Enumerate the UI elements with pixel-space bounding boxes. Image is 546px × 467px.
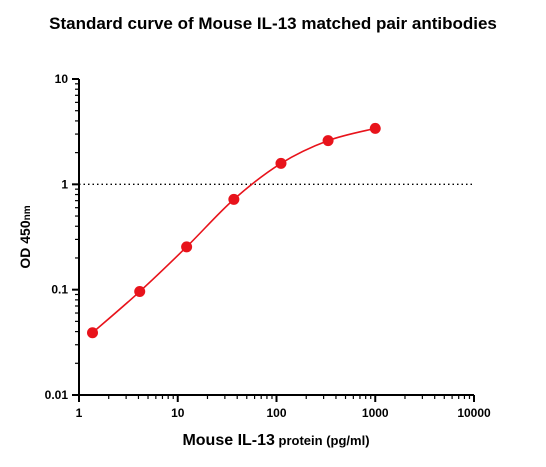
y-axis-title-main: OD 450 — [17, 220, 33, 268]
y-tick-label: 10 — [55, 72, 69, 86]
x-tick-label: 1000 — [362, 406, 389, 420]
data-point — [369, 122, 381, 134]
fit-curve-group — [91, 127, 376, 334]
y-tick-label: 0.1 — [51, 283, 68, 297]
x-tick-label: 1 — [76, 406, 83, 420]
chart-title: Standard curve of Mouse IL-13 matched pa… — [49, 14, 497, 33]
y-axis-title-suffix: nm — [22, 205, 33, 220]
x-axis-title: Mouse IL-13 protein (pg/ml) — [182, 432, 369, 449]
data-point — [134, 286, 146, 298]
x-tick-label: 100 — [266, 406, 286, 420]
tick-labels: 1 10 100 1000 10000 0.01 0.1 1 10 — [45, 72, 491, 420]
y-tick-label: 1 — [61, 177, 68, 191]
axes — [72, 78, 475, 402]
y-tick-label: 0.01 — [45, 388, 69, 402]
y-axis-title: OD 450nm — [17, 205, 33, 268]
x-axis-title-suffix: protein (pg/ml) — [275, 433, 370, 448]
x-axis-title-main: Mouse IL-13 — [182, 432, 275, 449]
data-point — [228, 193, 240, 205]
fit-curve — [91, 127, 376, 334]
x-tick-label: 10 — [171, 406, 185, 420]
x-tick-label: 10000 — [457, 406, 491, 420]
data-point — [275, 157, 287, 169]
data-point — [181, 241, 193, 253]
data-point — [87, 327, 99, 339]
data-points — [87, 122, 381, 339]
data-point — [322, 135, 334, 147]
